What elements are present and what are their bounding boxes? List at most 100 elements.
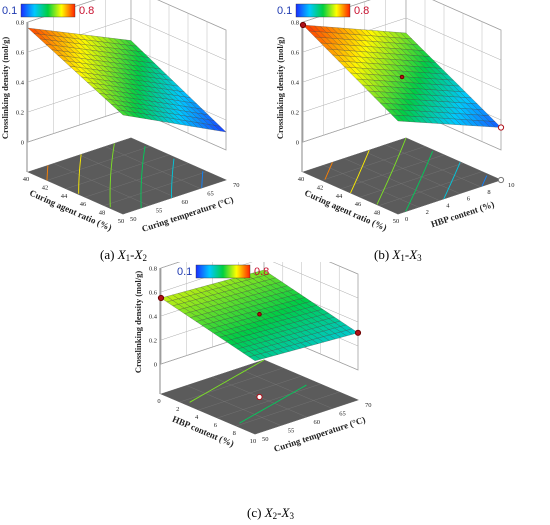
colorbar-max-label: 0.8 (79, 5, 94, 17)
y-tick-label: 8 (487, 189, 490, 196)
floor-contour-line (140, 146, 146, 209)
floor-gridline (238, 368, 333, 409)
colorbar-min-label: 0.1 (2, 5, 17, 17)
y-axis-label: HBP content (%) (430, 199, 496, 229)
x-tick-label: 40 (298, 176, 305, 183)
z-tick-label: 0 (154, 362, 157, 369)
floor-contour-line (350, 149, 370, 194)
y-tick-label: 70 (365, 402, 372, 409)
floor-contour-line (324, 162, 333, 180)
surface-plot-b: 0 0.2 0.4 0.6 0.8 40 42 44 46 48 50 0 2 4 6 8 10 Crosslin… (275, 0, 550, 270)
x-tick-label: 42 (42, 184, 49, 191)
z-axis-label: Crosslinking density (mol/g) (135, 271, 143, 374)
y-tick-label: 60 (182, 199, 189, 206)
z-tick-label: 0.4 (16, 80, 25, 87)
floor-gridline (359, 163, 464, 198)
x-tick-label: 44 (336, 193, 343, 200)
surface-patch (391, 114, 405, 122)
z-tick-label: 0.2 (149, 338, 157, 345)
y-tick-label: 0 (405, 216, 408, 223)
floor-gridline (160, 393, 256, 435)
z-tick-label: 0.6 (16, 50, 25, 57)
z-tick-label: 0.2 (16, 110, 24, 117)
z-tick-label: 0.4 (291, 80, 300, 87)
floor-gridline (53, 163, 149, 206)
z-tick-label: 0.6 (149, 290, 158, 297)
x-tick-label: 2 (176, 406, 179, 413)
surface-plot-c: 0 0.2 0.4 0.6 0.8 0 2 4 6 8 10 50 55 60 65 70 Crosslinki… (135, 262, 415, 525)
y-tick-label: 50 (262, 436, 269, 443)
floor-contour-line (189, 359, 265, 403)
floor-gridline (344, 158, 440, 201)
floor-gridline (385, 144, 481, 187)
design-point-marker (157, 294, 165, 302)
floor-gridline (323, 165, 419, 208)
z-tick-label: 0 (21, 140, 24, 147)
z-tick-label: 0.6 (291, 50, 300, 57)
x-tick-label: 50 (393, 218, 400, 225)
design-point-marker (299, 21, 307, 29)
x-tick-label: 46 (355, 201, 362, 208)
design-point-marker (497, 124, 505, 131)
y-tick-label: 6 (467, 196, 471, 203)
floor-gridline (364, 151, 460, 194)
surface-plot-c-svg: 0 0.2 0.4 0.6 0.8 0 2 4 6 8 10 50 55 60 65 70 Crosslinki… (135, 262, 372, 454)
x-tick-label: 42 (317, 184, 324, 191)
x-tick-label: 6 (214, 422, 218, 429)
x-tick-label: 50 (118, 218, 125, 225)
y-tick-label: 65 (207, 191, 214, 198)
x-tick-label: 48 (374, 210, 381, 217)
design-point-marker (354, 329, 362, 336)
caption-b: (b) X1-X3 (374, 247, 422, 263)
colorbar-scale (295, 3, 351, 18)
y-tick-label: 2 (426, 209, 429, 216)
floor-gridline (263, 359, 359, 401)
surface-plot-a-svg: 0 0.2 0.4 0.6 0.8 40 42 44 46 48 50 50 55 60 65 70 Cross… (0, 0, 240, 234)
caption-a: (a) X1-X2 (100, 247, 147, 263)
floor-contour-line (376, 137, 407, 205)
floor-gridline (302, 137, 407, 173)
colorbar-max-label: 0.8 (254, 266, 269, 278)
x-tick-label: 48 (99, 210, 106, 217)
floor-contour-line (405, 151, 434, 212)
floor-contour-line (201, 171, 204, 189)
z-tick-label: 0.2 (291, 110, 299, 117)
design-point-marker (399, 74, 405, 80)
floor-contour-line (443, 162, 461, 200)
x-tick-label: 40 (23, 176, 30, 183)
floor-gridline (79, 154, 175, 198)
y-tick-label: 4 (446, 202, 450, 209)
floor-gridline (105, 146, 201, 189)
floor-gridline (405, 137, 502, 181)
x-tick-label: 8 (233, 430, 236, 437)
colorbar-min-label: 0.1 (277, 5, 292, 17)
y-tick-label: 50 (130, 216, 137, 223)
y-tick-label: 55 (156, 208, 163, 215)
floor-gridline (130, 137, 227, 181)
y-tick-label: 10 (508, 182, 515, 189)
floor-gridline (340, 154, 445, 189)
floor-gridline (397, 179, 502, 215)
surface-patch (116, 109, 130, 117)
colorbar-scale (20, 3, 76, 18)
z-tick-label: 0.4 (149, 314, 158, 321)
x-tick-label: 46 (80, 201, 87, 208)
z-tick-label: 0.8 (16, 20, 24, 27)
floor-gridline (27, 171, 124, 215)
design-point-marker (497, 176, 505, 184)
design-point-marker (256, 393, 263, 401)
colorbar-max-label: 0.8 (354, 5, 369, 17)
y-tick-label: 60 (314, 419, 321, 426)
floor-contour-line (46, 165, 49, 181)
y-tick-label: 55 (288, 428, 295, 435)
floor-gridline (321, 146, 426, 181)
x-tick-label: 0 (157, 398, 160, 405)
x-tick-label: 44 (61, 193, 68, 200)
z-tick-label: 0 (296, 140, 299, 147)
design-point-marker (257, 311, 262, 317)
z-axis-label: Crosslinking density (mol/g) (0, 37, 10, 140)
floor-contour-line (78, 154, 82, 194)
x-tick-label: 4 (195, 414, 199, 421)
surface-patch (248, 355, 262, 361)
